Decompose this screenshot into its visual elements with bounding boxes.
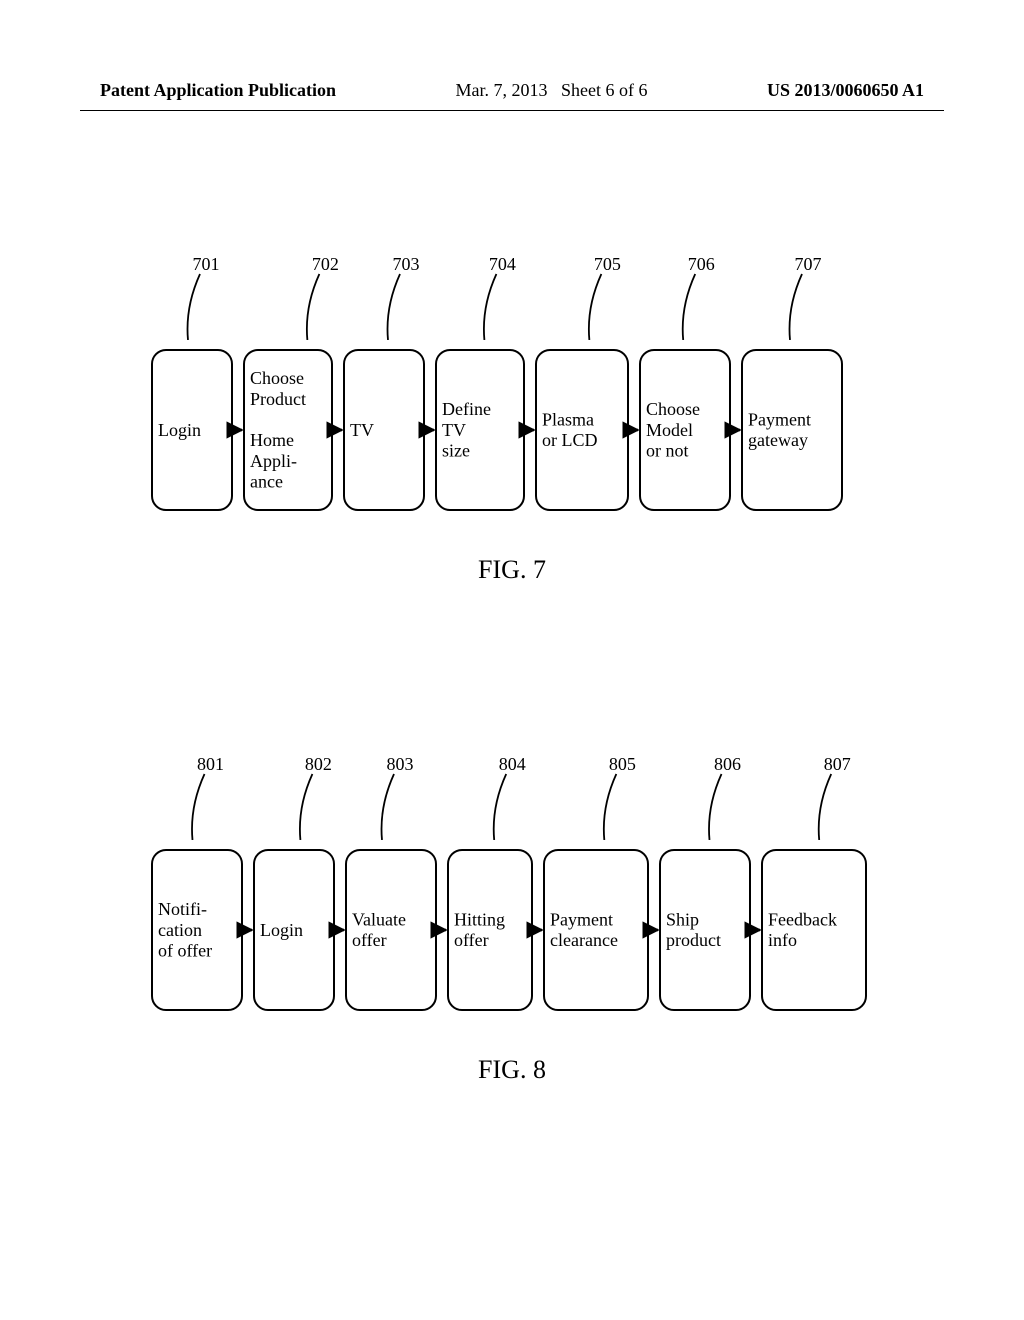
figure-7: 701702703704705706707 LoginChooseProduct… — [0, 240, 1024, 585]
svg-text:of offer: of offer — [158, 941, 212, 961]
header-left: Patent Application Publication — [100, 80, 336, 101]
header-date: Mar. 7, 2013 — [456, 80, 548, 100]
figure-7-flow: LoginChooseProductHomeAppli-anceTVDefine… — [0, 340, 1024, 520]
svg-text:805: 805 — [609, 754, 636, 774]
svg-text:806: 806 — [714, 754, 741, 774]
svg-text:804: 804 — [499, 754, 526, 774]
svg-text:Model: Model — [646, 420, 693, 440]
header-rule — [80, 110, 944, 111]
svg-text:704: 704 — [489, 254, 516, 274]
svg-text:gateway: gateway — [748, 430, 808, 450]
svg-text:703: 703 — [393, 254, 420, 274]
svg-text:702: 702 — [312, 254, 339, 274]
svg-text:Home: Home — [250, 430, 294, 450]
header-sheet: Sheet 6 of 6 — [561, 80, 647, 100]
svg-text:or not: or not — [646, 441, 689, 461]
svg-text:705: 705 — [594, 254, 621, 274]
svg-text:Choose: Choose — [646, 399, 700, 419]
svg-text:Payment: Payment — [550, 910, 613, 930]
svg-text:707: 707 — [795, 254, 822, 274]
svg-text:TV: TV — [350, 420, 374, 440]
svg-text:807: 807 — [824, 754, 851, 774]
svg-text:clearance: clearance — [550, 930, 618, 950]
figure-8-caption: FIG. 8 — [0, 1055, 1024, 1085]
svg-text:cation: cation — [158, 920, 202, 940]
svg-text:Notifi-: Notifi- — [158, 899, 207, 919]
svg-text:Login: Login — [158, 420, 201, 440]
svg-text:Ship: Ship — [666, 910, 699, 930]
svg-text:offer: offer — [352, 930, 387, 950]
svg-text:Payment: Payment — [748, 410, 811, 430]
header-mid: Mar. 7, 2013 Sheet 6 of 6 — [456, 80, 648, 101]
svg-text:TV: TV — [442, 420, 466, 440]
svg-text:801: 801 — [197, 754, 224, 774]
figure-8-labels: 801 802 803 804 805 806 807 — [0, 740, 1024, 840]
svg-text:701: 701 — [193, 254, 220, 274]
header-right: US 2013/0060650 A1 — [767, 80, 924, 101]
svg-text:Choose: Choose — [250, 368, 304, 388]
svg-text:size: size — [442, 441, 470, 461]
svg-text:802: 802 — [305, 754, 332, 774]
svg-text:Define: Define — [442, 399, 491, 419]
svg-text:Plasma: Plasma — [542, 410, 594, 430]
figure-8: 801 802 803 804 805 806 807 Notifi-cationof of… — [0, 740, 1024, 1085]
figure-8-flow: Notifi-cationof offerLoginValuateofferHi… — [0, 840, 1024, 1020]
svg-text:or LCD: or LCD — [542, 430, 598, 450]
figure-7-labels: 701 702 703 704 705 706 707 — [0, 240, 1024, 340]
svg-text:706: 706 — [688, 254, 715, 274]
svg-text:ance: ance — [250, 472, 283, 492]
svg-text:Valuate: Valuate — [352, 910, 406, 930]
svg-text:803: 803 — [387, 754, 414, 774]
svg-text:Login: Login — [260, 920, 303, 940]
svg-text:Appli-: Appli- — [250, 451, 297, 471]
svg-text:Hitting: Hitting — [454, 910, 505, 930]
svg-text:info: info — [768, 930, 797, 950]
svg-text:Product: Product — [250, 389, 306, 409]
svg-text:product: product — [666, 930, 721, 950]
svg-text:offer: offer — [454, 930, 489, 950]
figure-7-caption: FIG. 7 — [0, 555, 1024, 585]
page-header: Patent Application Publication Mar. 7, 2… — [0, 80, 1024, 101]
svg-text:Feedback: Feedback — [768, 910, 837, 930]
